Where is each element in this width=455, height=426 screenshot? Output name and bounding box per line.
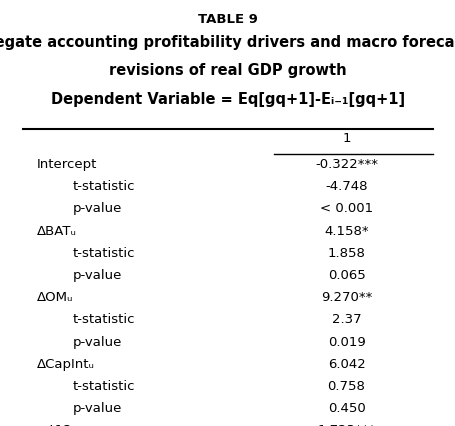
Text: < 0.001: < 0.001 (319, 202, 372, 215)
Text: Intercept: Intercept (36, 158, 96, 170)
Text: 2.37: 2.37 (331, 313, 360, 325)
Text: 0.019: 0.019 (327, 335, 364, 348)
Text: t-statistic: t-statistic (73, 379, 135, 392)
Text: TABLE 9: TABLE 9 (197, 13, 258, 26)
Text: Aggregate accounting profitability drivers and macro forecasters': Aggregate accounting profitability drive… (0, 35, 455, 50)
Text: p-value: p-value (73, 335, 122, 348)
Text: 1.723***: 1.723*** (317, 423, 375, 426)
Text: 0.065: 0.065 (327, 268, 364, 281)
Text: ΔOMᵤ: ΔOMᵤ (36, 291, 73, 303)
Text: 9.270**: 9.270** (320, 291, 371, 303)
Text: 0.450: 0.450 (327, 401, 364, 414)
Text: -0.322***: -0.322*** (314, 158, 377, 170)
Text: 0.758: 0.758 (327, 379, 365, 392)
Text: p-value: p-value (73, 202, 122, 215)
Text: 6.042: 6.042 (327, 357, 364, 370)
Text: 1.858: 1.858 (327, 246, 365, 259)
Text: Dependent Variable = Eq[gq+1]-Eᵢ₋₁[gq+1]: Dependent Variable = Eq[gq+1]-Eᵢ₋₁[gq+1] (51, 92, 404, 106)
Text: t-statistic: t-statistic (73, 180, 135, 193)
Text: p-value: p-value (73, 268, 122, 281)
Text: p-value: p-value (73, 401, 122, 414)
Text: 4.158*: 4.158* (324, 224, 368, 237)
Text: revisions of real GDP growth: revisions of real GDP growth (109, 63, 346, 78)
Text: ΔBATᵤ: ΔBATᵤ (36, 224, 76, 237)
Text: 1: 1 (342, 132, 350, 145)
Text: t-statistic: t-statistic (73, 246, 135, 259)
Text: ret12: ret12 (36, 423, 72, 426)
Text: ΔCapIntᵤ: ΔCapIntᵤ (36, 357, 94, 370)
Text: t-statistic: t-statistic (73, 313, 135, 325)
Text: -4.748: -4.748 (324, 180, 367, 193)
